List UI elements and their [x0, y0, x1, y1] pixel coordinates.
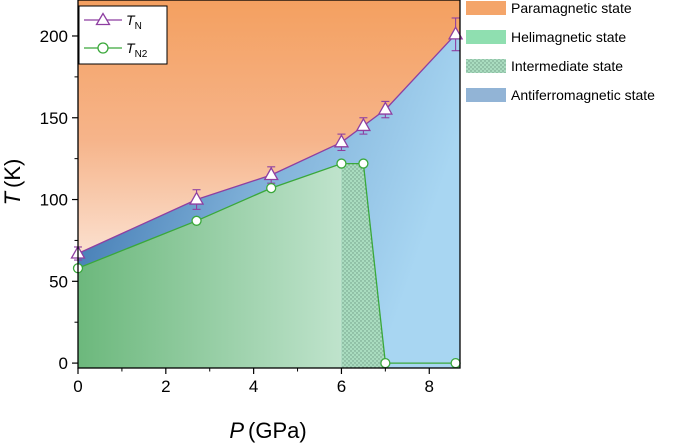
axes-layer: 0 2 4 6 8 0 50 100 150 200	[40, 27, 434, 396]
tn-point	[188, 189, 205, 210]
paramagnetic-region	[78, 0, 460, 254]
intermediate-region	[341, 163, 386, 368]
legend-label-paramagnetic: Paramagnetic state	[511, 0, 632, 16]
legend-entry-tn2: TN2	[84, 40, 148, 60]
legend-label-tn2: T	[126, 40, 136, 56]
triangle-marker	[355, 117, 372, 132]
tn2-point	[191, 215, 202, 226]
y-tick-label: 200	[40, 27, 68, 46]
y-tick-label: 50	[49, 272, 68, 291]
y-tick-label: 150	[40, 109, 68, 128]
x-tick-label: 4	[249, 377, 258, 396]
x-tick-label: 0	[73, 377, 82, 396]
plot-frame	[77, 0, 461, 369]
tn2-point	[380, 357, 391, 369]
triangle-marker	[447, 26, 464, 40]
tn-point	[355, 117, 372, 135]
y-tick-label: 0	[59, 354, 68, 373]
y-tick-label: 100	[40, 191, 68, 210]
triangle-marker	[188, 191, 205, 205]
triangle-marker-icon	[95, 12, 111, 26]
tn-point	[263, 166, 279, 184]
legend-swatch-antiferromagnetic	[466, 88, 506, 102]
tn-point	[333, 133, 350, 152]
tn-point	[377, 100, 393, 119]
legend-label-helimagnetic: Helimagnetic state	[511, 29, 626, 45]
y-axis-title: T(K)	[0, 159, 25, 206]
legend-label-tn-sub: N	[135, 21, 142, 32]
tn2-point	[336, 158, 347, 169]
tn2-point	[450, 357, 461, 369]
series-legend: TN TN2	[78, 5, 168, 65]
legend-label-tn2-sub: N2	[135, 49, 148, 60]
x-tick-label: 8	[425, 377, 434, 396]
triangle-marker	[333, 133, 350, 148]
x-axis-title: P (GPa)	[229, 418, 306, 443]
triangle-marker	[263, 166, 279, 181]
phase-legend: Paramagnetic state Helimagnetic state In…	[466, 0, 655, 103]
helimagnetic-region	[78, 163, 342, 368]
x-tick-label: 2	[161, 377, 170, 396]
series-legend-box	[78, 5, 168, 65]
legend-label-intermediate: Intermediate state	[511, 58, 623, 74]
tn2-point	[266, 182, 277, 194]
tn-point	[447, 17, 464, 52]
legend-label-antiferromagnetic: Antiferromagnetic state	[511, 87, 655, 103]
series-layer	[70, 17, 464, 369]
tn2-point	[358, 158, 369, 169]
legend-entry-tn: TN	[84, 12, 142, 32]
svg-text:TN: TN	[126, 12, 142, 32]
legend-swatch-helimagnetic	[466, 30, 506, 44]
phase-regions	[78, 0, 460, 368]
legend-swatch-paramagnetic	[466, 1, 506, 15]
svg-text:TN2: TN2	[126, 40, 148, 60]
x-tick-label: 6	[337, 377, 346, 396]
legend-swatch-intermediate	[466, 59, 506, 73]
circle-marker-icon	[97, 42, 109, 54]
legend-label-tn: T	[126, 12, 136, 28]
triangle-marker	[377, 101, 393, 115]
